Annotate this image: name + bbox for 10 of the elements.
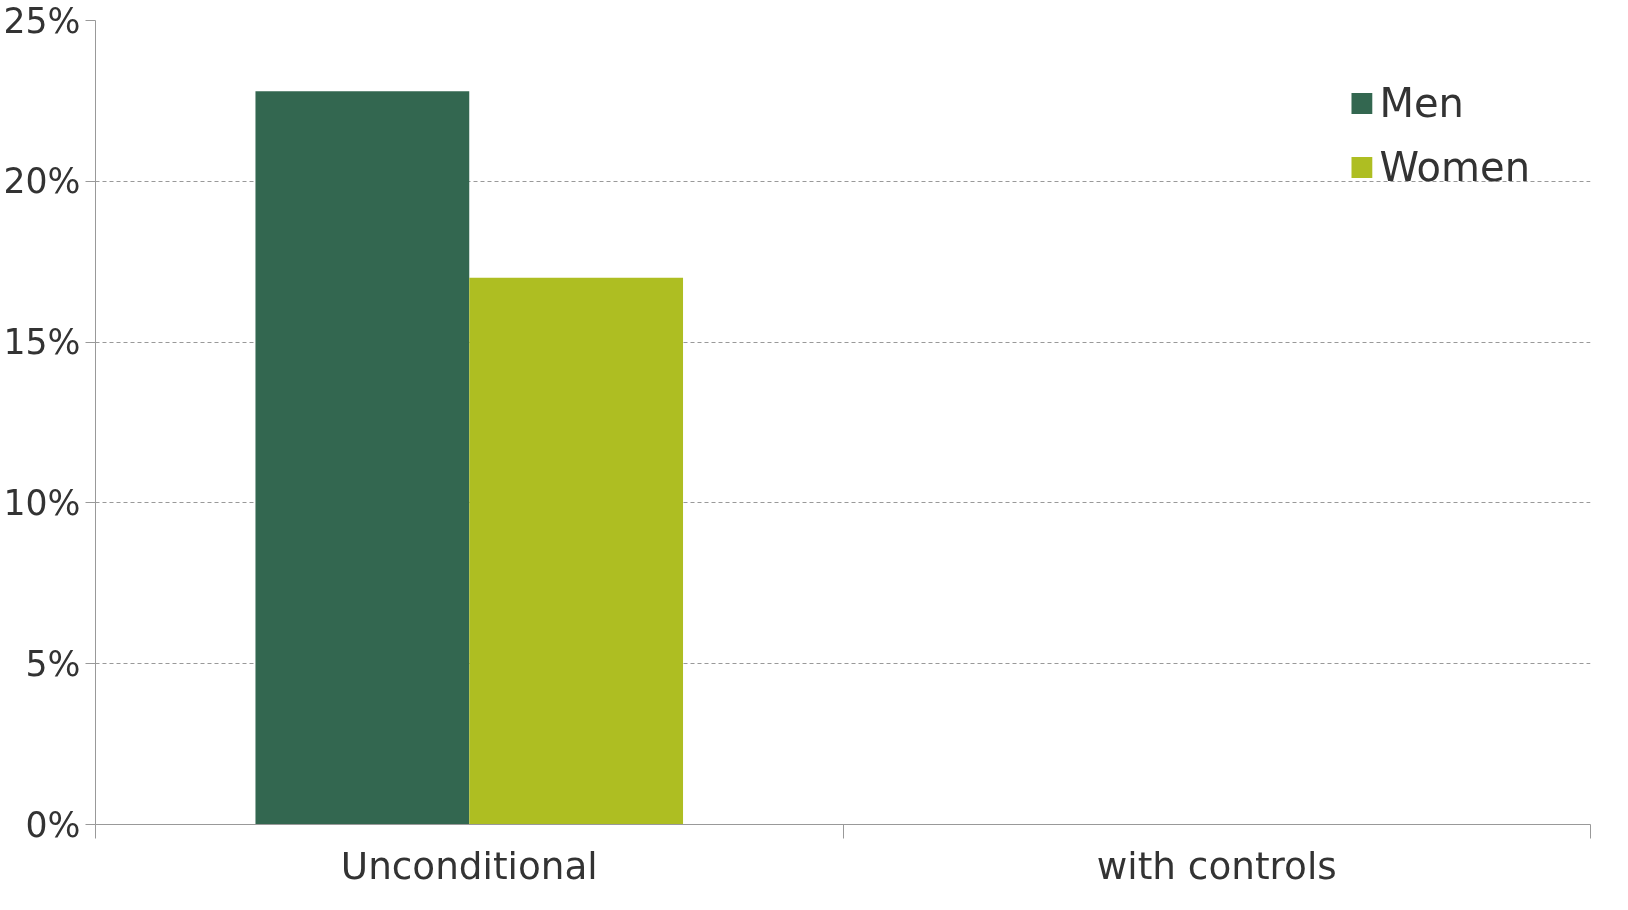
legend-label: Women [1379,144,1530,190]
y-tick-label: 25% [3,0,81,41]
x-tick-label: Unconditional [340,843,598,888]
y-tick-label: 5% [25,643,81,684]
y-tick-label: 10% [3,482,81,523]
y-tick-label: 20% [3,161,81,202]
y-tick-label: 15% [3,322,81,363]
legend-label: Men [1379,80,1464,126]
x-tick-label: with controls [1096,843,1337,888]
y-tick-label: 0% [25,804,81,845]
